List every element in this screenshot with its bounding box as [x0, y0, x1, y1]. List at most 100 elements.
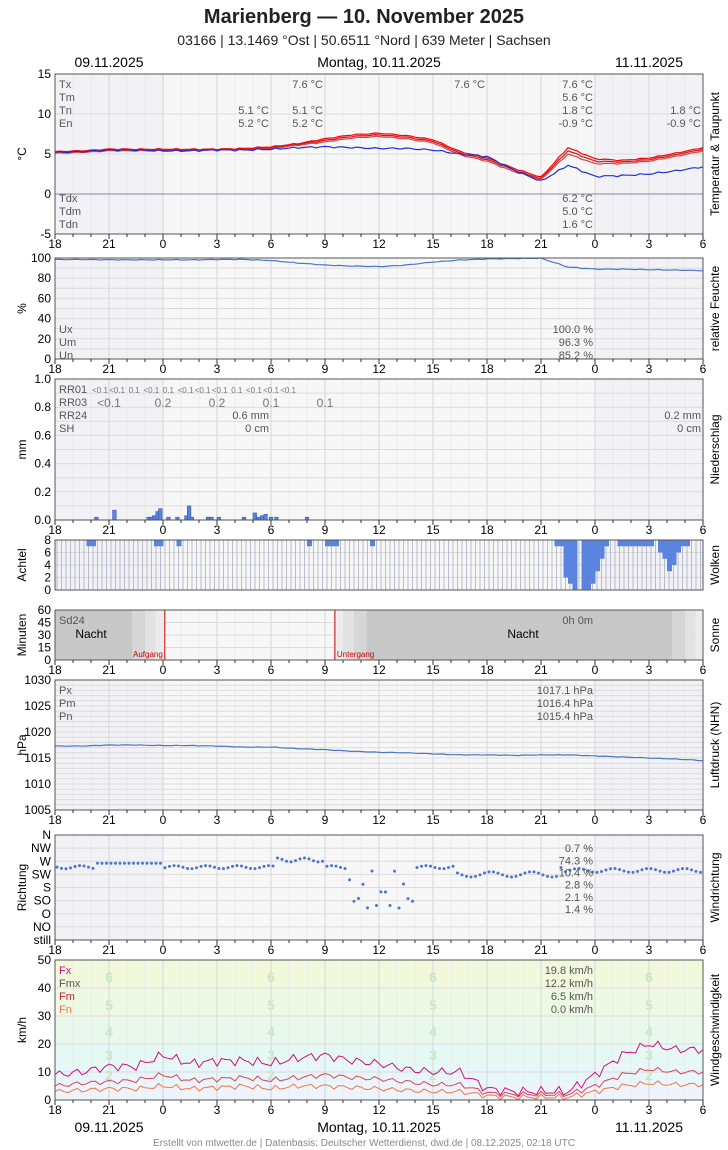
wdir-category: W: [40, 854, 52, 868]
sun-xtick-label: 0: [592, 663, 599, 677]
temp-stat-label: Tx: [59, 79, 72, 91]
cloud-ytick: 2: [44, 571, 51, 585]
wdir-point: [451, 864, 455, 868]
wdir-category: SO: [34, 894, 51, 908]
wdir-point: [523, 871, 527, 875]
rh-xtick-label: 0: [160, 362, 167, 376]
wspd-xtick-label: 12: [372, 1103, 386, 1117]
wdir-side-label: Windrichtung: [708, 852, 722, 922]
wdir-dist-value: 74.3 %: [559, 855, 593, 867]
wdir-point: [280, 857, 284, 861]
sun-xtick-label: 3: [214, 663, 221, 677]
cloud-cover: [671, 540, 677, 565]
wdir-point: [640, 868, 644, 872]
wdir-point: [469, 875, 473, 879]
wdir-point: [591, 870, 594, 874]
wdir-dist-value: 0.7 %: [565, 843, 593, 855]
rh-xtick-label: 12: [372, 362, 386, 376]
wdir-point: [604, 868, 608, 872]
sun-night-label: Nacht: [75, 627, 107, 641]
pres-ytick: 1020: [24, 725, 51, 739]
wdir-point: [496, 871, 500, 875]
pres-ytick: 1005: [24, 803, 51, 817]
rain-rr01-label: <0.1: [195, 386, 211, 395]
wdir-point: [60, 866, 63, 870]
sun-xtick-label: 0: [160, 663, 167, 677]
wdir-xtick-label: 3: [214, 943, 221, 957]
temp-stat-value: 5.2 °C: [238, 118, 269, 130]
wdir-point: [415, 866, 419, 870]
wdir-category: N: [42, 828, 51, 842]
wdir-point: [654, 868, 657, 872]
cloud-cover: [658, 540, 663, 553]
wdir-point: [307, 857, 311, 861]
rh-ytick: 20: [38, 332, 52, 346]
wdir-point: [577, 866, 581, 870]
wdir-point: [519, 873, 522, 877]
sun-dawn: [155, 610, 165, 660]
temp-stat-label: Tn: [59, 105, 72, 117]
wdir-point: [537, 871, 540, 875]
wspd-side-label: Windgeschwindigkeit: [708, 973, 722, 1086]
wdir-point: [298, 857, 302, 861]
rain-rr03-label: <0.1: [97, 396, 121, 410]
wdir-xtick-label: 21: [102, 943, 116, 957]
temp-xtick-label: 3: [646, 237, 653, 251]
wdir-point: [699, 870, 702, 874]
cloud-cover: [667, 540, 672, 572]
rain-rr01-label: <0.1: [92, 386, 108, 395]
rain-xtick-label: 12: [372, 523, 386, 537]
date-next-bottom: 11.11.2025: [615, 1119, 683, 1135]
wdir-point: [190, 867, 194, 871]
cloud-cover: [649, 540, 654, 547]
rh-stat-label: Ux: [59, 324, 73, 336]
wdir-point: [136, 861, 140, 865]
wdir-point: [312, 859, 315, 863]
wdir-point: [186, 866, 189, 870]
cloud-cover: [86, 540, 92, 547]
cloud-cover: [176, 540, 182, 547]
wspd-ytick: 20: [38, 1037, 52, 1051]
pres-stat-value: 1016.4 hPa: [537, 698, 594, 710]
sun-night-2: [366, 610, 673, 660]
rh-stat-value: 85.2 %: [559, 350, 593, 362]
cloud-cover: [604, 540, 609, 547]
wdir-point: [334, 864, 338, 868]
cloud-border: [54, 539, 704, 591]
pres-xtick-label: 3: [646, 813, 653, 827]
rain-xtick-label: 21: [102, 523, 116, 537]
wdir-point: [222, 867, 225, 871]
rain-xtick-label: 0: [160, 523, 167, 537]
wdir-point: [141, 861, 144, 865]
wdir-point: [370, 869, 374, 873]
wdir-xtick-label: 0: [160, 943, 167, 957]
wdir-point: [568, 868, 572, 872]
wdir-point: [64, 867, 68, 871]
wdir-point: [667, 870, 671, 874]
wdir-point: [397, 906, 401, 910]
wspd-series-fx: [54, 1040, 704, 1097]
wspd-xtick-label: 21: [534, 1103, 548, 1117]
wdir-point: [658, 869, 662, 873]
wdir-point: [87, 865, 90, 869]
wdir-point: [483, 871, 486, 875]
temp-xtick-label: 18: [48, 237, 62, 251]
rain-bar: [259, 515, 265, 521]
wdir-point: [676, 868, 680, 872]
sun-xtick-label: 6: [268, 663, 275, 677]
wdir-xtick-label: 6: [700, 943, 707, 957]
sun-sunrise-label: Aufgang: [133, 650, 163, 659]
wdir-point: [528, 870, 531, 874]
cloud-cover: [568, 540, 573, 584]
wspd-stat-value: 0.0 km/h: [551, 1004, 593, 1016]
temp-xtick-label: 9: [322, 237, 329, 251]
temp-series-tx: [54, 132, 704, 178]
rh-ytick: 100: [31, 251, 51, 265]
rain-stat-value: 0.2 mm: [664, 410, 701, 422]
rain-bar: [252, 512, 257, 521]
wdir-point: [271, 864, 275, 868]
rain-ytick: 0.0: [34, 513, 51, 527]
